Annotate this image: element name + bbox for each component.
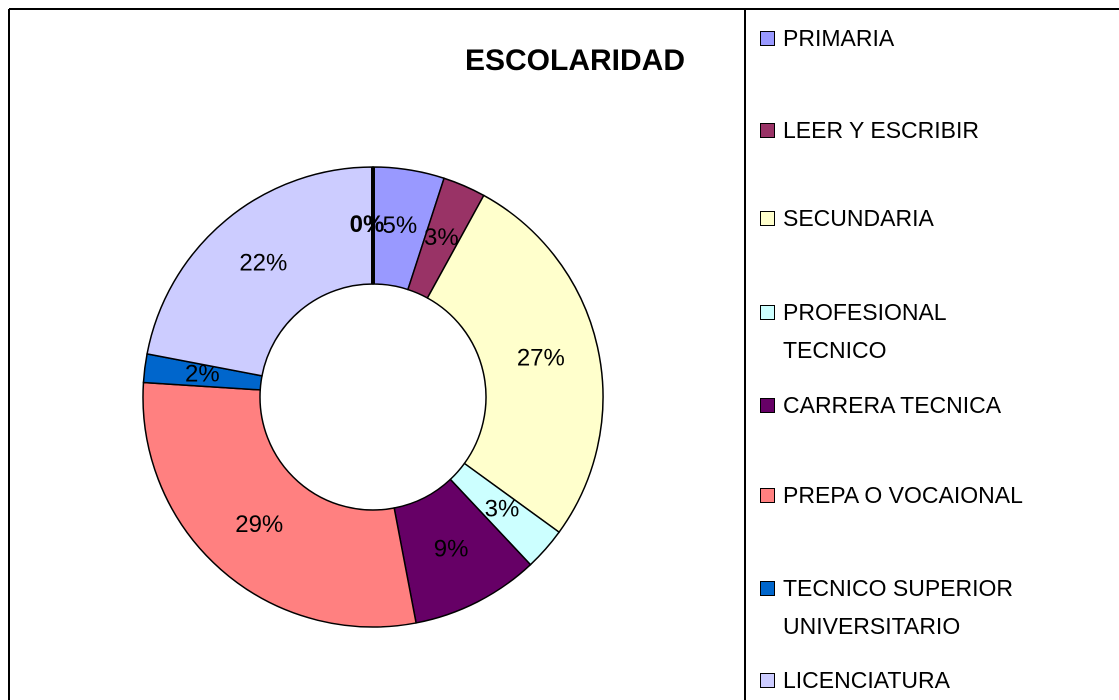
- data-label: 3%: [485, 496, 520, 523]
- legend-item: LICENCIATURA: [760, 661, 1103, 699]
- data-label: 5%: [383, 212, 418, 239]
- data-label-value: 22: [239, 250, 266, 277]
- legend-item: PRIMARIA: [760, 19, 1103, 57]
- legend-label: PROFESIONAL TECNICO: [783, 299, 946, 363]
- data-label: 22%: [239, 250, 287, 277]
- legend-label: LICENCIATURA: [783, 667, 950, 693]
- data-label: 9%: [434, 536, 469, 563]
- percent-sign: %: [266, 250, 287, 277]
- slice: [393, 478, 532, 624]
- percent-sign: %: [498, 496, 519, 523]
- slice: [142, 381, 417, 628]
- legend-swatch: [760, 398, 775, 413]
- data-label-value: 27: [517, 345, 544, 372]
- percent-sign: %: [437, 224, 458, 251]
- percent-sign: %: [447, 536, 468, 563]
- percent-sign: %: [396, 212, 417, 239]
- slice: [426, 194, 604, 534]
- data-label: 3%: [424, 224, 459, 251]
- data-label-value: 9: [434, 536, 447, 563]
- data-label-value: 3: [424, 224, 437, 251]
- legend-item: PROFESIONAL TECNICO: [760, 293, 1033, 369]
- legend-swatch: [760, 305, 775, 320]
- chart-title: ESCOLARIDAD: [465, 44, 685, 77]
- legend-label: PRIMARIA: [783, 25, 895, 51]
- legend-swatch: [760, 211, 775, 226]
- legend-label: TECNICO SUPERIOR UNIVERSITARIO: [783, 575, 1014, 639]
- data-label-value: 0: [350, 211, 363, 238]
- percent-sign: %: [544, 345, 565, 372]
- legend-item: TECNICO SUPERIOR UNIVERSITARIO: [760, 569, 1033, 645]
- data-label: 27%: [517, 345, 565, 372]
- legend-swatch: [760, 673, 775, 688]
- percent-sign: %: [262, 511, 283, 538]
- data-label-value: 3: [485, 496, 498, 523]
- legend-label: SECUNDARIA: [783, 205, 934, 231]
- legend-label: PREPA O VOCAIONAL: [783, 482, 1023, 508]
- data-label: 29%: [235, 511, 283, 538]
- legend-item: PREPA O VOCAIONAL: [760, 476, 1103, 514]
- percent-sign: %: [198, 361, 219, 388]
- legend-item: CARRERA TECNICA: [760, 386, 1103, 424]
- data-label-value: 29: [235, 511, 262, 538]
- percent-sign: %: [363, 211, 384, 238]
- data-label: 2%: [185, 361, 220, 388]
- legend-swatch: [760, 581, 775, 596]
- data-label-value: 5: [383, 212, 396, 239]
- data-label: 0%: [350, 211, 385, 238]
- legend-label: CARRERA TECNICA: [783, 392, 1002, 418]
- legend-swatch: [760, 31, 775, 46]
- legend-item: SECUNDARIA: [760, 199, 1103, 237]
- legend-item: LEER Y ESCRIBIR: [760, 111, 1103, 149]
- data-label-value: 2: [185, 361, 198, 388]
- legend-swatch: [760, 123, 775, 138]
- slice: [146, 166, 374, 377]
- legend-label: LEER Y ESCRIBIR: [783, 117, 980, 143]
- legend-swatch: [760, 488, 775, 503]
